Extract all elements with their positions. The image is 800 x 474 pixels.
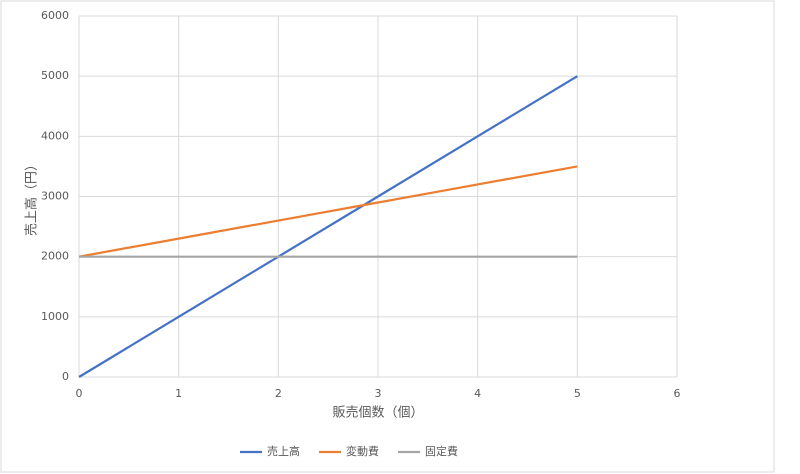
series-line	[78, 165, 578, 258]
x-tick-label: 6	[674, 387, 681, 400]
x-tick-label: 5	[574, 387, 581, 400]
y-tick-label: 3000	[41, 190, 69, 203]
x-tick-label: 1	[175, 387, 182, 400]
y-tick-label: 5000	[41, 69, 69, 82]
y-axis-label: 売上高（円）	[24, 158, 40, 236]
x-tick-label: 0	[76, 387, 83, 400]
x-tick-label: 2	[275, 387, 282, 400]
legend-label: 変動費	[346, 444, 379, 458]
x-tick-label: 3	[375, 387, 382, 400]
y-tick-label: 6000	[41, 9, 69, 22]
y-tick-label: 0	[62, 370, 69, 383]
legend-label: 固定費	[425, 444, 458, 458]
chart-frame	[0, 0, 775, 473]
series-line	[78, 75, 578, 378]
y-tick-label: 2000	[41, 250, 69, 263]
x-axis-label: 販売個数（個）	[332, 405, 423, 421]
legend-label: 売上高	[267, 444, 300, 458]
y-tick-label: 4000	[41, 129, 69, 142]
y-tick-label: 1000	[41, 310, 69, 323]
x-tick-label: 4	[474, 387, 481, 400]
